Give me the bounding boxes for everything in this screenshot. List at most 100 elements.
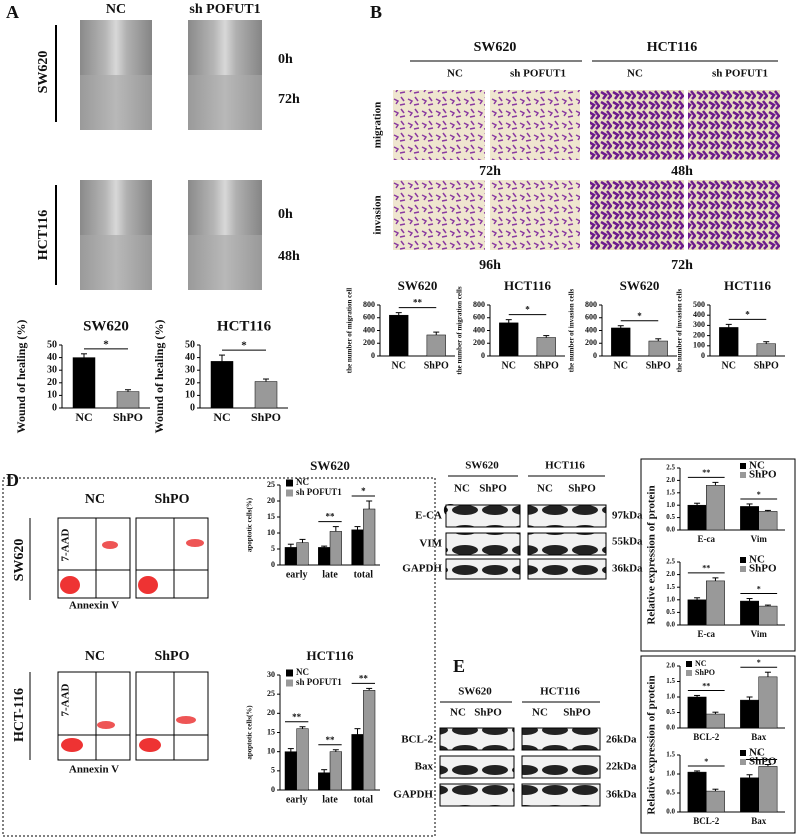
bar: [329, 531, 342, 566]
significance-label: **: [326, 512, 336, 522]
column-label: ShPO: [154, 649, 189, 664]
y-tick-label: 20: [267, 708, 275, 717]
bar: [611, 327, 631, 357]
blot: [439, 783, 515, 807]
x-tick-label: E-ca: [698, 629, 716, 639]
time-label: 48h: [278, 249, 300, 264]
y-tick-label: 0.5: [666, 708, 675, 716]
bar: [719, 327, 739, 357]
y-tick-label: 2.0: [666, 476, 675, 484]
significance-label: **: [702, 681, 710, 690]
bar: [536, 337, 556, 357]
significance-label: *: [704, 757, 708, 766]
bar: [329, 751, 342, 791]
y-tick-label: 0: [52, 402, 57, 413]
y-tick-label: 100: [693, 341, 705, 350]
y-axis-title: Wound of healing (%): [152, 320, 166, 434]
y-tick-label: 800: [363, 300, 375, 309]
legend-swatch: [740, 557, 746, 563]
bar: [740, 600, 759, 626]
y-tick-label: 0: [271, 785, 275, 794]
y-tick-label: 1.0: [666, 595, 675, 603]
panel-frame: [2, 477, 436, 837]
blot: [445, 558, 521, 580]
y-tick-label: 1.0: [666, 501, 675, 509]
column-label: sh POFUT1: [189, 2, 260, 17]
blot: [521, 727, 601, 751]
microscopy-image: [393, 180, 485, 250]
flow-plot: [57, 671, 209, 761]
bar: [740, 506, 759, 531]
x-tick-label: Bax: [751, 816, 767, 826]
bar: [210, 361, 234, 409]
bar: [284, 751, 297, 791]
y-tick-label: 0.5: [666, 789, 675, 797]
size-label: 22kDa: [606, 761, 637, 773]
cell-label: SW620: [465, 460, 499, 472]
significance-label: **: [702, 468, 710, 477]
legend-swatch: [740, 463, 746, 469]
legend-label: NC: [749, 747, 765, 759]
legend-label: NC: [749, 554, 765, 566]
y-axis-title: the number of migration cells: [456, 286, 464, 374]
y-tick-label: 0.5: [666, 608, 675, 616]
y-tick-label: 0: [593, 351, 597, 360]
y-tick-label: 40: [185, 352, 195, 363]
y-tick-label: 600: [363, 313, 375, 322]
wound-image: [80, 180, 152, 235]
significance-label: *: [757, 584, 761, 593]
x-tick-label: early: [286, 794, 308, 805]
x-tick-label: late: [322, 794, 338, 805]
x-tick-label: Bax: [751, 732, 767, 742]
time-label: 48h: [671, 164, 693, 179]
bar: [758, 511, 778, 531]
y-tick-label: 10: [47, 390, 57, 401]
bar: [72, 357, 96, 409]
chart-title: HCT116: [724, 278, 771, 293]
chart-title: HCT116: [504, 278, 551, 293]
y-tick-label: 400: [363, 325, 375, 334]
legend-swatch: [740, 472, 746, 478]
time-label: 0h: [278, 207, 293, 222]
y-axis-title: Wound of healing (%): [14, 320, 28, 434]
row-label: migration: [372, 102, 384, 148]
significance-label: **: [413, 298, 423, 308]
panel-letter: E: [453, 656, 465, 676]
wound-image: [188, 180, 262, 235]
y-tick-label: 800: [473, 300, 485, 309]
legend-swatch: [286, 679, 293, 687]
band-label: GAPDH: [402, 563, 442, 575]
column-label: NC: [106, 2, 126, 17]
x-tick-label: NC: [213, 410, 230, 424]
cell-label: HCT116: [540, 686, 580, 698]
x-tick-label: Vim: [751, 534, 768, 544]
significance-label: *: [745, 309, 750, 319]
significance-label: *: [757, 490, 761, 499]
significance-label: *: [637, 311, 642, 321]
legend-label: ShPO: [695, 668, 715, 677]
y-tick-label: 1.0: [666, 693, 675, 701]
y-tick-label: 0: [271, 560, 275, 569]
row-label: HCT-116: [12, 688, 27, 742]
row-label: SW620: [36, 51, 51, 94]
y-tick-label: 600: [473, 313, 485, 322]
row-label: SW620: [12, 539, 27, 582]
column-label: ShPO: [154, 492, 189, 507]
size-label: 36kDa: [606, 789, 637, 801]
legend-label: NC: [296, 477, 309, 487]
flow-plot: [57, 517, 209, 599]
x-tick-label: Vim: [751, 629, 768, 639]
chart-title: SW620: [310, 458, 350, 473]
column-label: NC: [447, 68, 463, 80]
y-tick-label: 400: [585, 325, 597, 334]
bar: [756, 343, 776, 357]
time-label: 72h: [671, 258, 693, 273]
blot: [439, 727, 515, 751]
chart-title: SW620: [620, 278, 660, 293]
x-tick-label: ShPO: [646, 360, 671, 371]
time-label: 0h: [278, 52, 293, 67]
significance-label: **: [359, 673, 369, 683]
y-tick-label: 800: [585, 300, 597, 309]
x-tick-label: NC: [722, 360, 736, 371]
